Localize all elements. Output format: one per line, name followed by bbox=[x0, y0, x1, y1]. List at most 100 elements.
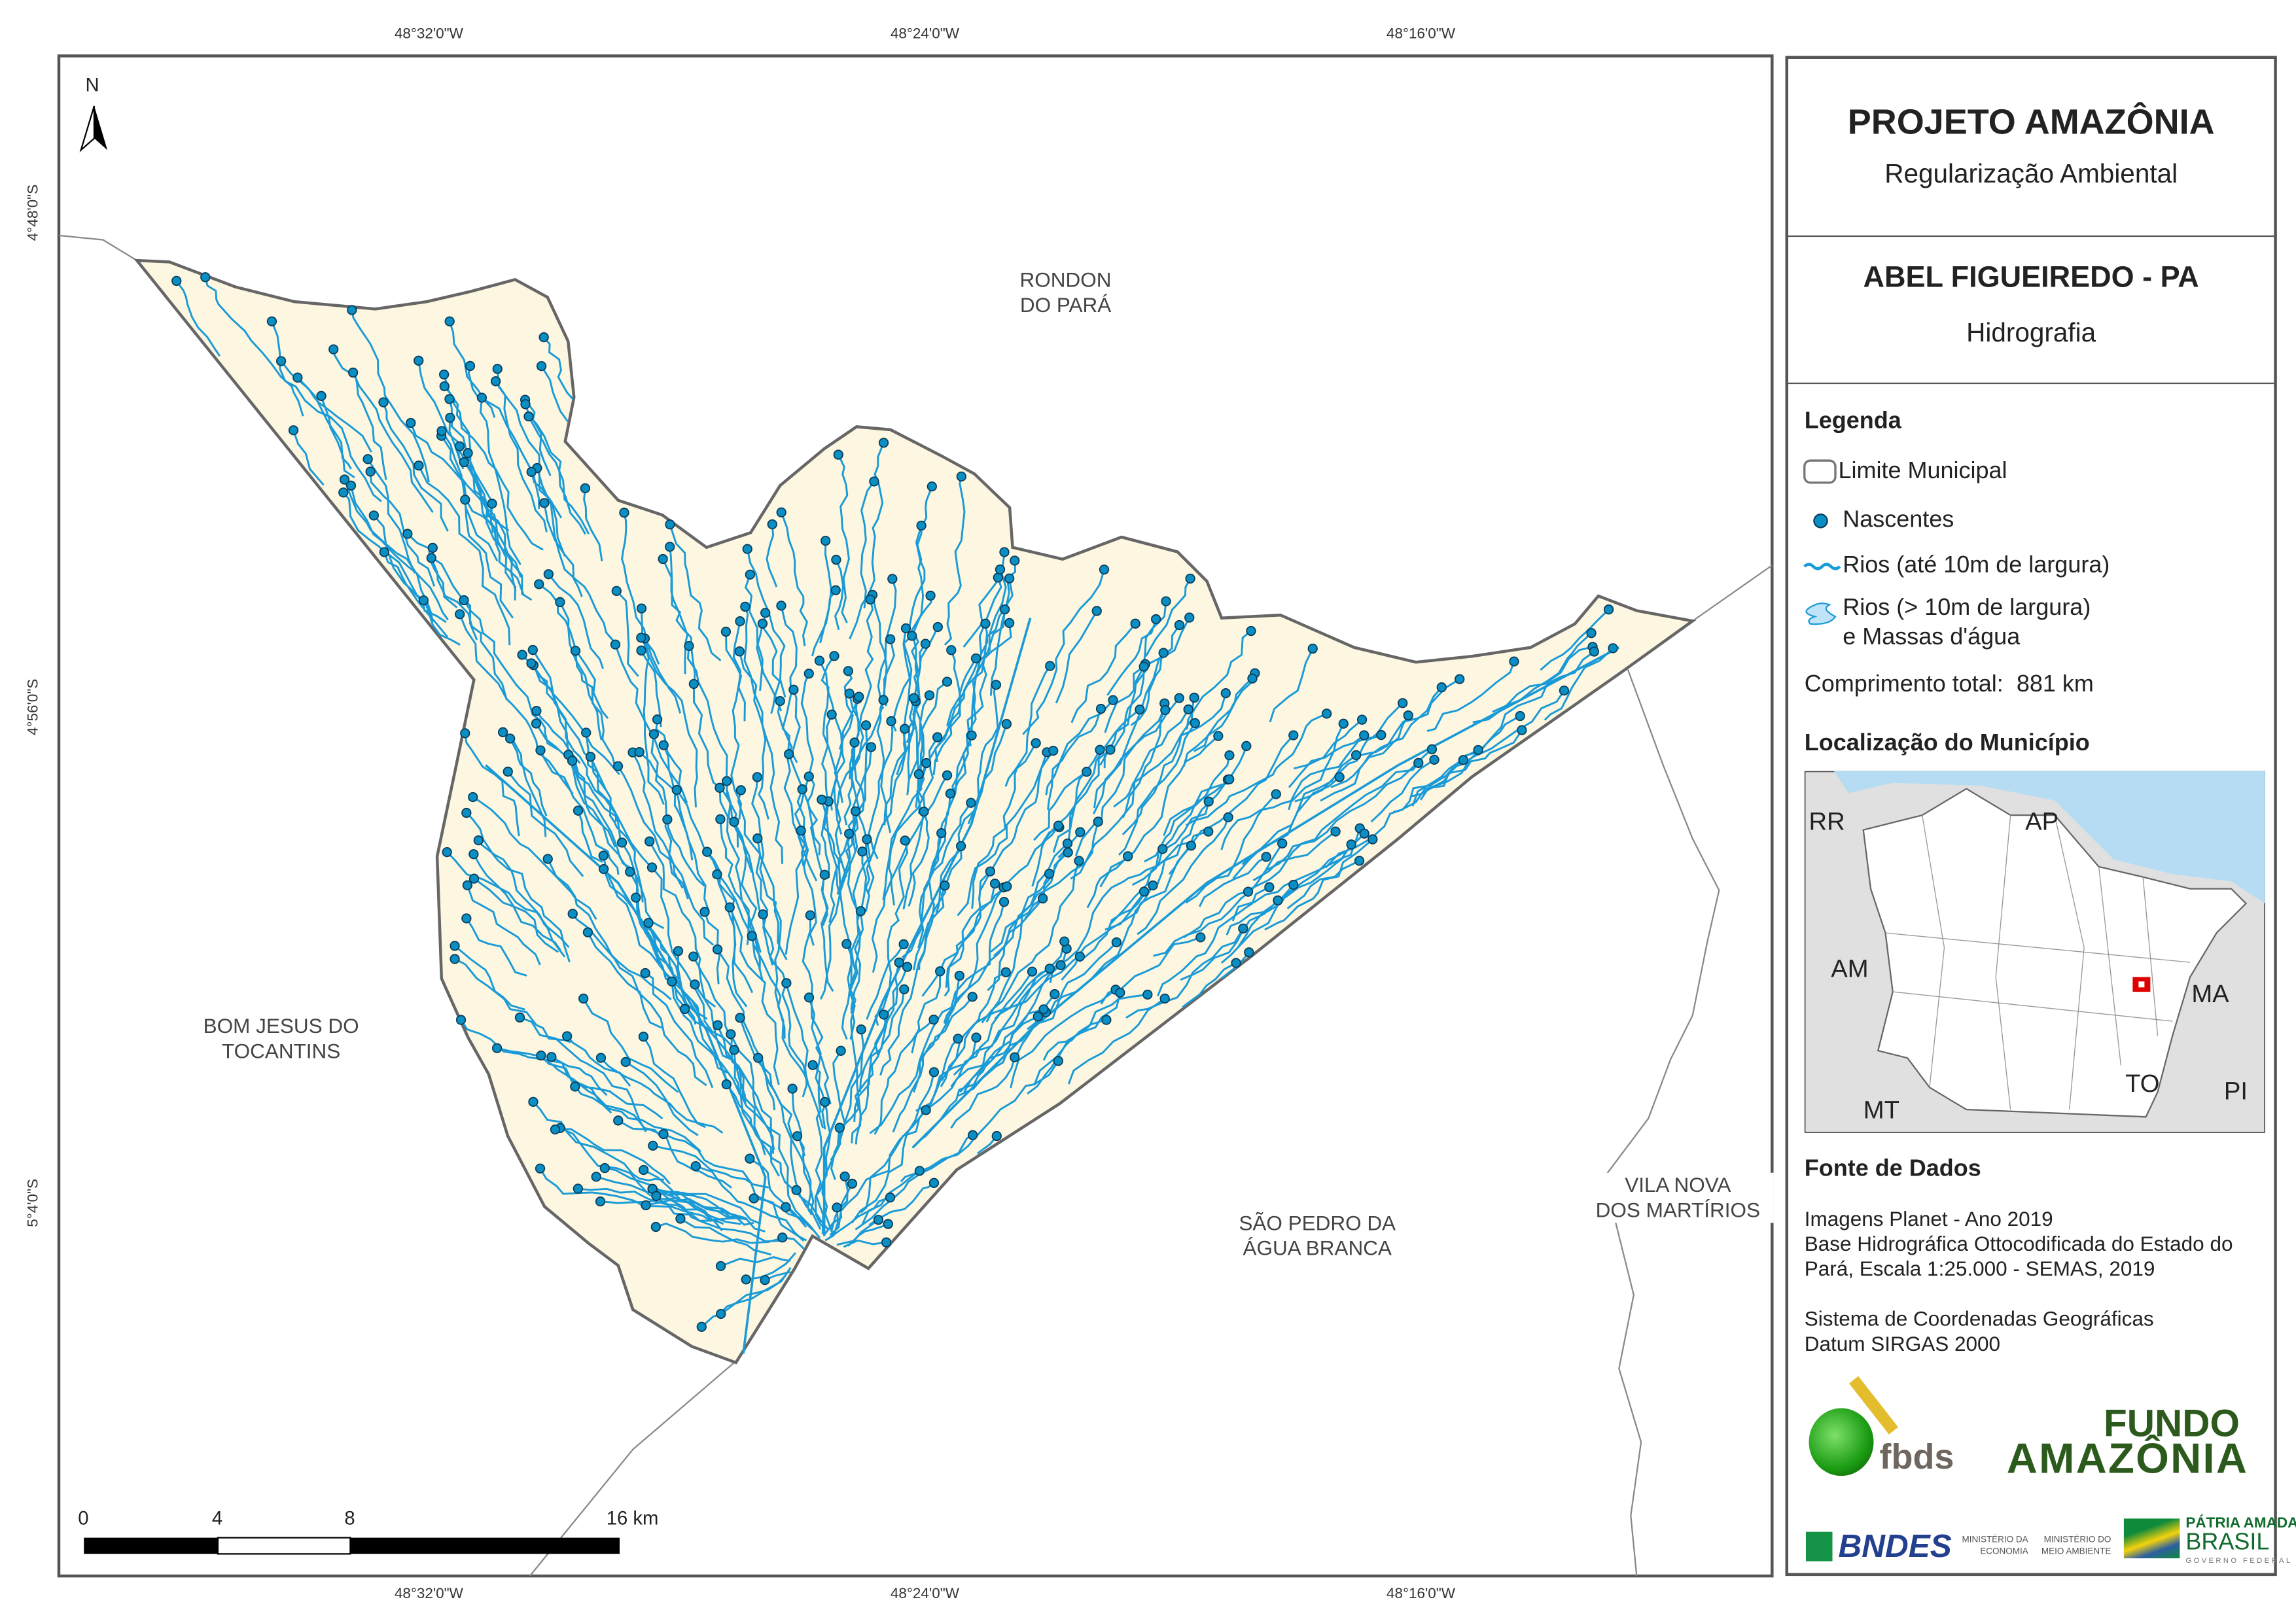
spring-point bbox=[418, 595, 429, 606]
spring-point bbox=[855, 906, 866, 916]
spring-point bbox=[752, 833, 763, 844]
river-segment bbox=[352, 372, 434, 514]
spring-point bbox=[461, 807, 472, 818]
spring-point bbox=[916, 520, 927, 531]
spring-point bbox=[503, 766, 513, 777]
river-segment bbox=[851, 1072, 935, 1224]
spring-point bbox=[1243, 886, 1254, 897]
river-segment bbox=[913, 697, 922, 814]
river-segment bbox=[540, 1055, 663, 1120]
spring-point bbox=[847, 1178, 858, 1189]
river-segment bbox=[1153, 843, 1283, 957]
river-segment bbox=[540, 365, 569, 423]
spring-point bbox=[1095, 703, 1106, 714]
spring-point bbox=[1356, 714, 1368, 725]
spring-point bbox=[701, 846, 713, 857]
spring-point bbox=[1031, 738, 1041, 748]
river-segment bbox=[959, 1008, 1044, 1093]
spring-point bbox=[1053, 1056, 1063, 1066]
river-segment bbox=[1104, 665, 1145, 733]
spring-point bbox=[1115, 987, 1125, 998]
spring-point bbox=[625, 867, 635, 877]
river-segment bbox=[1392, 715, 1521, 813]
spring-point bbox=[613, 1115, 624, 1126]
spring-point bbox=[894, 957, 904, 968]
spring-point bbox=[1436, 682, 1447, 693]
river-segment bbox=[539, 1168, 712, 1223]
spring-point bbox=[528, 1096, 539, 1107]
spring-point bbox=[665, 519, 675, 530]
river-segment bbox=[1185, 712, 1328, 826]
river-segment bbox=[655, 1222, 785, 1244]
river-segment bbox=[595, 1176, 732, 1218]
river-segment bbox=[1002, 826, 1060, 892]
river-segment bbox=[1047, 708, 1102, 811]
spring-point bbox=[414, 355, 424, 366]
river-segment bbox=[785, 789, 808, 955]
spring-point bbox=[914, 1166, 925, 1176]
river-segment bbox=[849, 911, 864, 1040]
legend-limite: Limite Municipal bbox=[1838, 459, 2007, 485]
spring-point bbox=[463, 447, 473, 459]
spring-point bbox=[1351, 750, 1362, 761]
river-segment bbox=[869, 975, 961, 1134]
river-segment bbox=[1049, 848, 1164, 983]
river-segment bbox=[978, 752, 1048, 901]
river-segment bbox=[819, 799, 841, 1000]
spring-point bbox=[735, 785, 746, 795]
river-segment bbox=[847, 1223, 889, 1247]
river-segment bbox=[1067, 998, 1166, 1085]
spring-point bbox=[792, 1131, 803, 1142]
legend-panel: PROJETO AMAZÔNIA Regularização Ambiental… bbox=[1785, 56, 2296, 1577]
spring-point bbox=[616, 837, 627, 848]
spring-point bbox=[504, 733, 516, 744]
spring-point bbox=[826, 709, 837, 720]
river-segment bbox=[351, 309, 430, 483]
spring-point bbox=[980, 618, 991, 629]
spring-point bbox=[468, 873, 480, 884]
spring-point bbox=[1075, 827, 1086, 837]
legend-rios-big: Rios (> 10m de largura) bbox=[1843, 596, 2091, 621]
spring-point bbox=[643, 918, 654, 928]
river-segment bbox=[911, 525, 925, 671]
spring-point bbox=[171, 275, 182, 287]
spring-point bbox=[712, 944, 723, 954]
river-segment bbox=[716, 949, 776, 1111]
river-segment bbox=[950, 1056, 1016, 1129]
spring-point bbox=[1160, 705, 1171, 715]
scale-bar bbox=[84, 1537, 620, 1555]
scale-label: 8 bbox=[344, 1507, 355, 1529]
spring-point bbox=[844, 828, 855, 839]
spring-point bbox=[715, 814, 726, 824]
spring-point bbox=[998, 897, 1010, 907]
river-segment bbox=[719, 819, 750, 945]
spring-point bbox=[966, 797, 976, 808]
spring-point bbox=[546, 1052, 557, 1062]
svg-text:MT: MT bbox=[1863, 1096, 1899, 1125]
river-segment bbox=[781, 983, 809, 1083]
river-segment bbox=[981, 860, 1080, 1024]
river-segment bbox=[730, 1034, 775, 1154]
spring-point bbox=[742, 544, 752, 554]
spring-point bbox=[1213, 731, 1224, 741]
spring-point bbox=[820, 1096, 830, 1108]
river-segment bbox=[655, 719, 682, 789]
spring-point bbox=[455, 609, 465, 620]
spring-point bbox=[995, 564, 1006, 575]
river-segment bbox=[811, 589, 837, 657]
spring-point bbox=[760, 1275, 770, 1285]
spring-point bbox=[535, 745, 546, 756]
spring-point bbox=[925, 590, 936, 601]
spring-point bbox=[379, 547, 389, 557]
river-segment bbox=[582, 998, 679, 1093]
river-segment bbox=[465, 812, 571, 963]
spring-point bbox=[878, 438, 889, 448]
river-segment bbox=[720, 1256, 791, 1267]
spring-point bbox=[1091, 606, 1102, 616]
river-segment bbox=[448, 321, 496, 418]
spring-point bbox=[1334, 772, 1345, 782]
spring-point bbox=[862, 834, 872, 845]
spring-point bbox=[1241, 741, 1252, 752]
river-segment bbox=[791, 1089, 806, 1157]
spring-point bbox=[804, 992, 815, 1003]
